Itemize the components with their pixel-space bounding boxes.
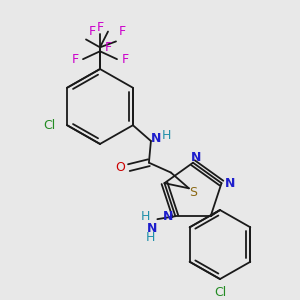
Text: S: S — [189, 186, 197, 199]
Text: F: F — [122, 53, 129, 66]
Text: Cl: Cl — [214, 286, 226, 299]
Text: N: N — [163, 210, 174, 223]
Text: H: H — [141, 210, 150, 223]
Text: Cl: Cl — [43, 119, 55, 132]
Text: N: N — [151, 131, 161, 145]
Text: O: O — [115, 161, 125, 174]
Text: F: F — [71, 53, 79, 66]
Text: N: N — [225, 177, 236, 190]
Text: F: F — [96, 21, 103, 34]
Text: N: N — [147, 221, 158, 235]
Text: H: H — [162, 129, 172, 142]
Text: F: F — [118, 25, 126, 38]
Text: F: F — [104, 41, 112, 54]
Text: N: N — [191, 151, 201, 164]
Text: F: F — [88, 25, 96, 38]
Text: H: H — [146, 231, 155, 244]
